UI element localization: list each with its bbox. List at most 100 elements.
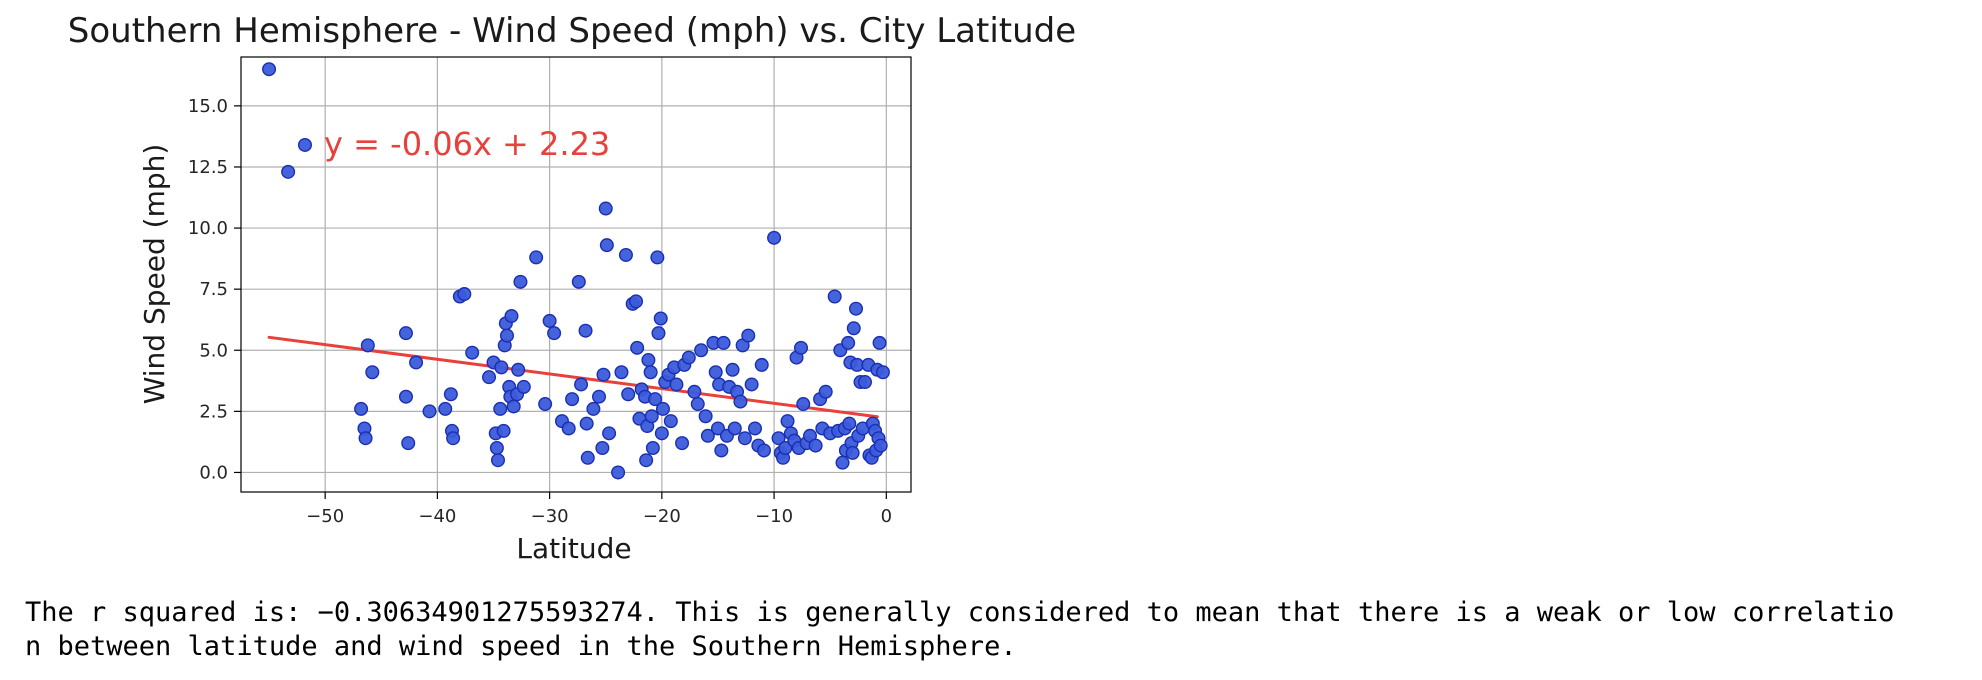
- data-point: [641, 353, 656, 368]
- plot-frame: [240, 56, 912, 493]
- data-point: [504, 309, 519, 324]
- data-point: [602, 426, 617, 441]
- data-point: [297, 137, 312, 152]
- data-point: [727, 421, 742, 436]
- data-point: [401, 436, 416, 451]
- data-point: [650, 250, 665, 265]
- x-tick-label: −20: [643, 506, 681, 527]
- y-tick-label: 12.5: [188, 157, 228, 178]
- y-tick-label: 5.0: [199, 340, 228, 361]
- data-point: [835, 455, 850, 470]
- data-point: [845, 445, 860, 460]
- data-point: [578, 323, 593, 338]
- data-point: [778, 441, 793, 456]
- data-point: [489, 441, 504, 456]
- data-point: [571, 274, 586, 289]
- data-point: [409, 355, 424, 370]
- x-tick-label: −30: [531, 506, 569, 527]
- data-points: [262, 62, 890, 480]
- axis-ticks: −50 −40 −30 −20 −10 0 0.0 2.5 5.0 7.5 10.0 12.5 15.0: [188, 96, 892, 527]
- data-point: [725, 362, 740, 377]
- regression-equation: y = -0.06x + 2.23: [324, 125, 610, 163]
- data-point: [875, 365, 890, 380]
- data-point: [639, 453, 654, 468]
- data-point: [358, 431, 373, 446]
- data-point: [714, 443, 729, 458]
- data-point: [648, 392, 663, 407]
- data-point: [643, 365, 658, 380]
- data-point: [841, 335, 856, 350]
- data-point: [365, 365, 380, 380]
- data-point: [733, 394, 748, 409]
- data-point: [645, 441, 660, 456]
- data-point: [596, 367, 611, 382]
- y-tick-label: 15.0: [188, 96, 228, 117]
- data-point: [694, 343, 709, 358]
- data-point: [281, 164, 296, 179]
- data-point: [857, 375, 872, 390]
- data-point: [651, 326, 666, 341]
- data-point: [754, 357, 769, 372]
- console-output: The r squared is: −0.30634901275593274. …: [25, 597, 1895, 662]
- data-point: [818, 384, 833, 399]
- data-point: [737, 431, 752, 446]
- data-point: [796, 397, 811, 412]
- x-axis-label: Latitude: [516, 532, 631, 560]
- data-point: [493, 401, 508, 416]
- data-point: [873, 438, 888, 453]
- data-point: [422, 404, 437, 419]
- data-point: [644, 409, 659, 424]
- data-point: [630, 340, 645, 355]
- data-point: [618, 247, 633, 262]
- data-point: [599, 238, 614, 253]
- data-point: [708, 365, 723, 380]
- data-point: [598, 201, 613, 216]
- data-point: [842, 416, 857, 431]
- data-point: [547, 326, 562, 341]
- x-tick-label: −10: [755, 506, 793, 527]
- data-point: [629, 294, 644, 309]
- data-point: [780, 414, 795, 429]
- data-point: [595, 441, 610, 456]
- data-point: [494, 360, 509, 375]
- x-tick-label: −50: [306, 506, 344, 527]
- data-point: [669, 377, 684, 392]
- data-point: [653, 311, 668, 326]
- data-point: [580, 450, 595, 465]
- data-point: [513, 274, 528, 289]
- data-point: [538, 397, 553, 412]
- scatter-chart: Southern Hemisphere - Wind Speed (mph) v…: [68, 11, 1076, 560]
- data-point: [681, 350, 696, 365]
- data-point: [446, 431, 461, 446]
- y-tick-label: 7.5: [199, 279, 228, 300]
- data-point: [592, 389, 607, 404]
- x-tick-label: 0: [881, 506, 892, 527]
- data-point: [655, 401, 670, 416]
- x-tick-label: −40: [418, 506, 456, 527]
- data-point: [529, 250, 544, 265]
- data-point: [767, 230, 782, 245]
- data-point: [516, 379, 531, 394]
- data-point: [771, 431, 786, 446]
- data-point: [748, 421, 763, 436]
- data-point: [465, 345, 480, 360]
- data-point: [398, 326, 413, 341]
- data-point: [499, 328, 514, 343]
- data-point: [565, 392, 580, 407]
- data-point: [586, 401, 601, 416]
- data-point: [438, 401, 453, 416]
- data-point: [654, 426, 669, 441]
- data-point: [716, 335, 731, 350]
- grid-lines: [241, 57, 911, 492]
- data-point: [579, 416, 594, 431]
- data-point: [398, 389, 413, 404]
- data-point: [700, 428, 715, 443]
- data-point: [621, 387, 636, 402]
- data-point: [611, 465, 626, 480]
- data-point: [808, 438, 823, 453]
- y-axis-label: Wind Speed (mph): [138, 144, 171, 405]
- data-point: [872, 335, 887, 350]
- data-point: [794, 340, 809, 355]
- data-point: [663, 414, 678, 429]
- data-point: [756, 443, 771, 458]
